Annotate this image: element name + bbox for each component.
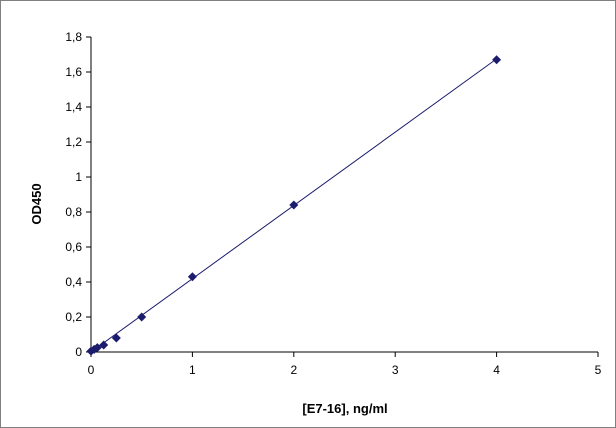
y-tick-label: 0,2: [65, 310, 82, 324]
x-axis-title: [E7-16], ng/ml: [302, 401, 387, 416]
y-tick-label: 1,8: [65, 30, 82, 44]
y-tick-label: 0: [75, 345, 82, 359]
y-tick-label: 0,8: [65, 205, 82, 219]
data-point: [111, 333, 121, 343]
y-tick-label: 1: [75, 170, 82, 184]
y-tick-label: 1,6: [65, 65, 82, 79]
y-axis-ticks: 0 0,2 0,4 0,6 0,8 1 1,2 1,4 1,6 1,8: [65, 30, 91, 359]
y-axis-title: OD450: [29, 183, 44, 224]
y-tick-label: 1,4: [65, 100, 82, 114]
x-tick-label: 3: [392, 363, 399, 377]
data-points: [86, 55, 502, 356]
y-tick-label: 0,6: [65, 240, 82, 254]
data-point: [289, 200, 299, 210]
x-axis-ticks: 0 1 2 3 4 5: [88, 352, 602, 377]
x-tick-label: 0: [88, 363, 95, 377]
x-tick-label: 2: [290, 363, 297, 377]
x-tick-label: 1: [189, 363, 196, 377]
x-tick-label: 5: [595, 363, 602, 377]
x-tick-label: 4: [493, 363, 500, 377]
y-tick-label: 1,2: [65, 135, 82, 149]
y-tick-label: 0,4: [65, 275, 82, 289]
data-point: [187, 272, 197, 282]
data-point: [99, 340, 109, 350]
data-point: [492, 55, 502, 65]
data-point: [137, 312, 147, 322]
